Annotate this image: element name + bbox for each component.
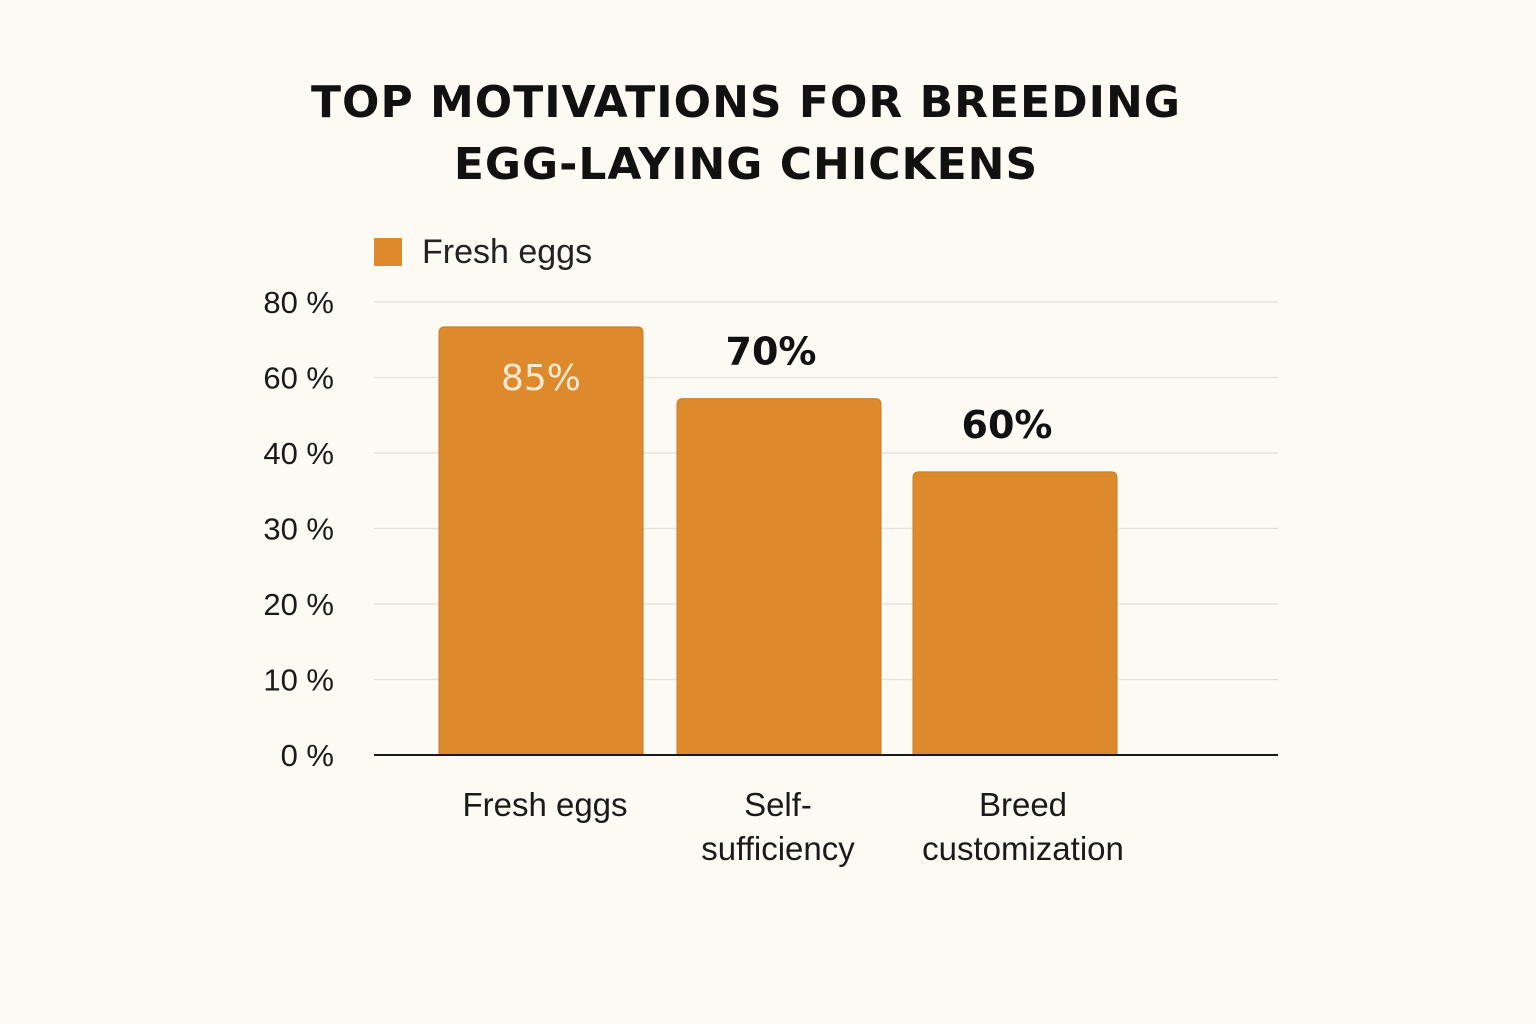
bar-1 xyxy=(676,398,882,756)
data-label-0: 85% xyxy=(501,358,581,399)
chart-legend: Fresh eggs xyxy=(374,232,592,272)
x-category-label-0-line-0: Fresh eggs xyxy=(462,786,627,823)
bar-0 xyxy=(438,326,644,756)
x-category-label-1-line-1: sufficiency xyxy=(701,830,855,867)
y-tick-label-3: 30 % xyxy=(263,512,334,547)
bar-2 xyxy=(912,471,1118,756)
legend-swatch-fresh-eggs xyxy=(374,238,402,266)
data-label-1: 70% xyxy=(726,330,817,374)
chart-title: TOP MOTIVATIONS FOR BREEDING EGG-LAYING … xyxy=(0,72,1492,196)
y-tick-label-4: 40 % xyxy=(263,436,334,471)
y-tick-label-0: 0 % xyxy=(281,738,334,773)
y-tick-label-5: 60 % xyxy=(263,361,334,396)
y-tick-label-1: 10 % xyxy=(263,663,334,698)
data-label-2: 60% xyxy=(962,403,1053,447)
y-tick-label-2: 20 % xyxy=(263,587,334,622)
chart-title-line-2: EGG-LAYING CHICKENS xyxy=(453,139,1039,190)
x-category-label-2-line-0: Breed xyxy=(979,786,1067,823)
chart-title-line-1: TOP MOTIVATIONS FOR BREEDING xyxy=(311,77,1181,128)
x-category-label-1-line-0: Self- xyxy=(744,786,812,823)
legend-label-fresh-eggs: Fresh eggs xyxy=(422,232,593,271)
x-category-label-2-line-1: customization xyxy=(922,830,1124,867)
y-tick-label-6: 80 % xyxy=(263,285,334,320)
